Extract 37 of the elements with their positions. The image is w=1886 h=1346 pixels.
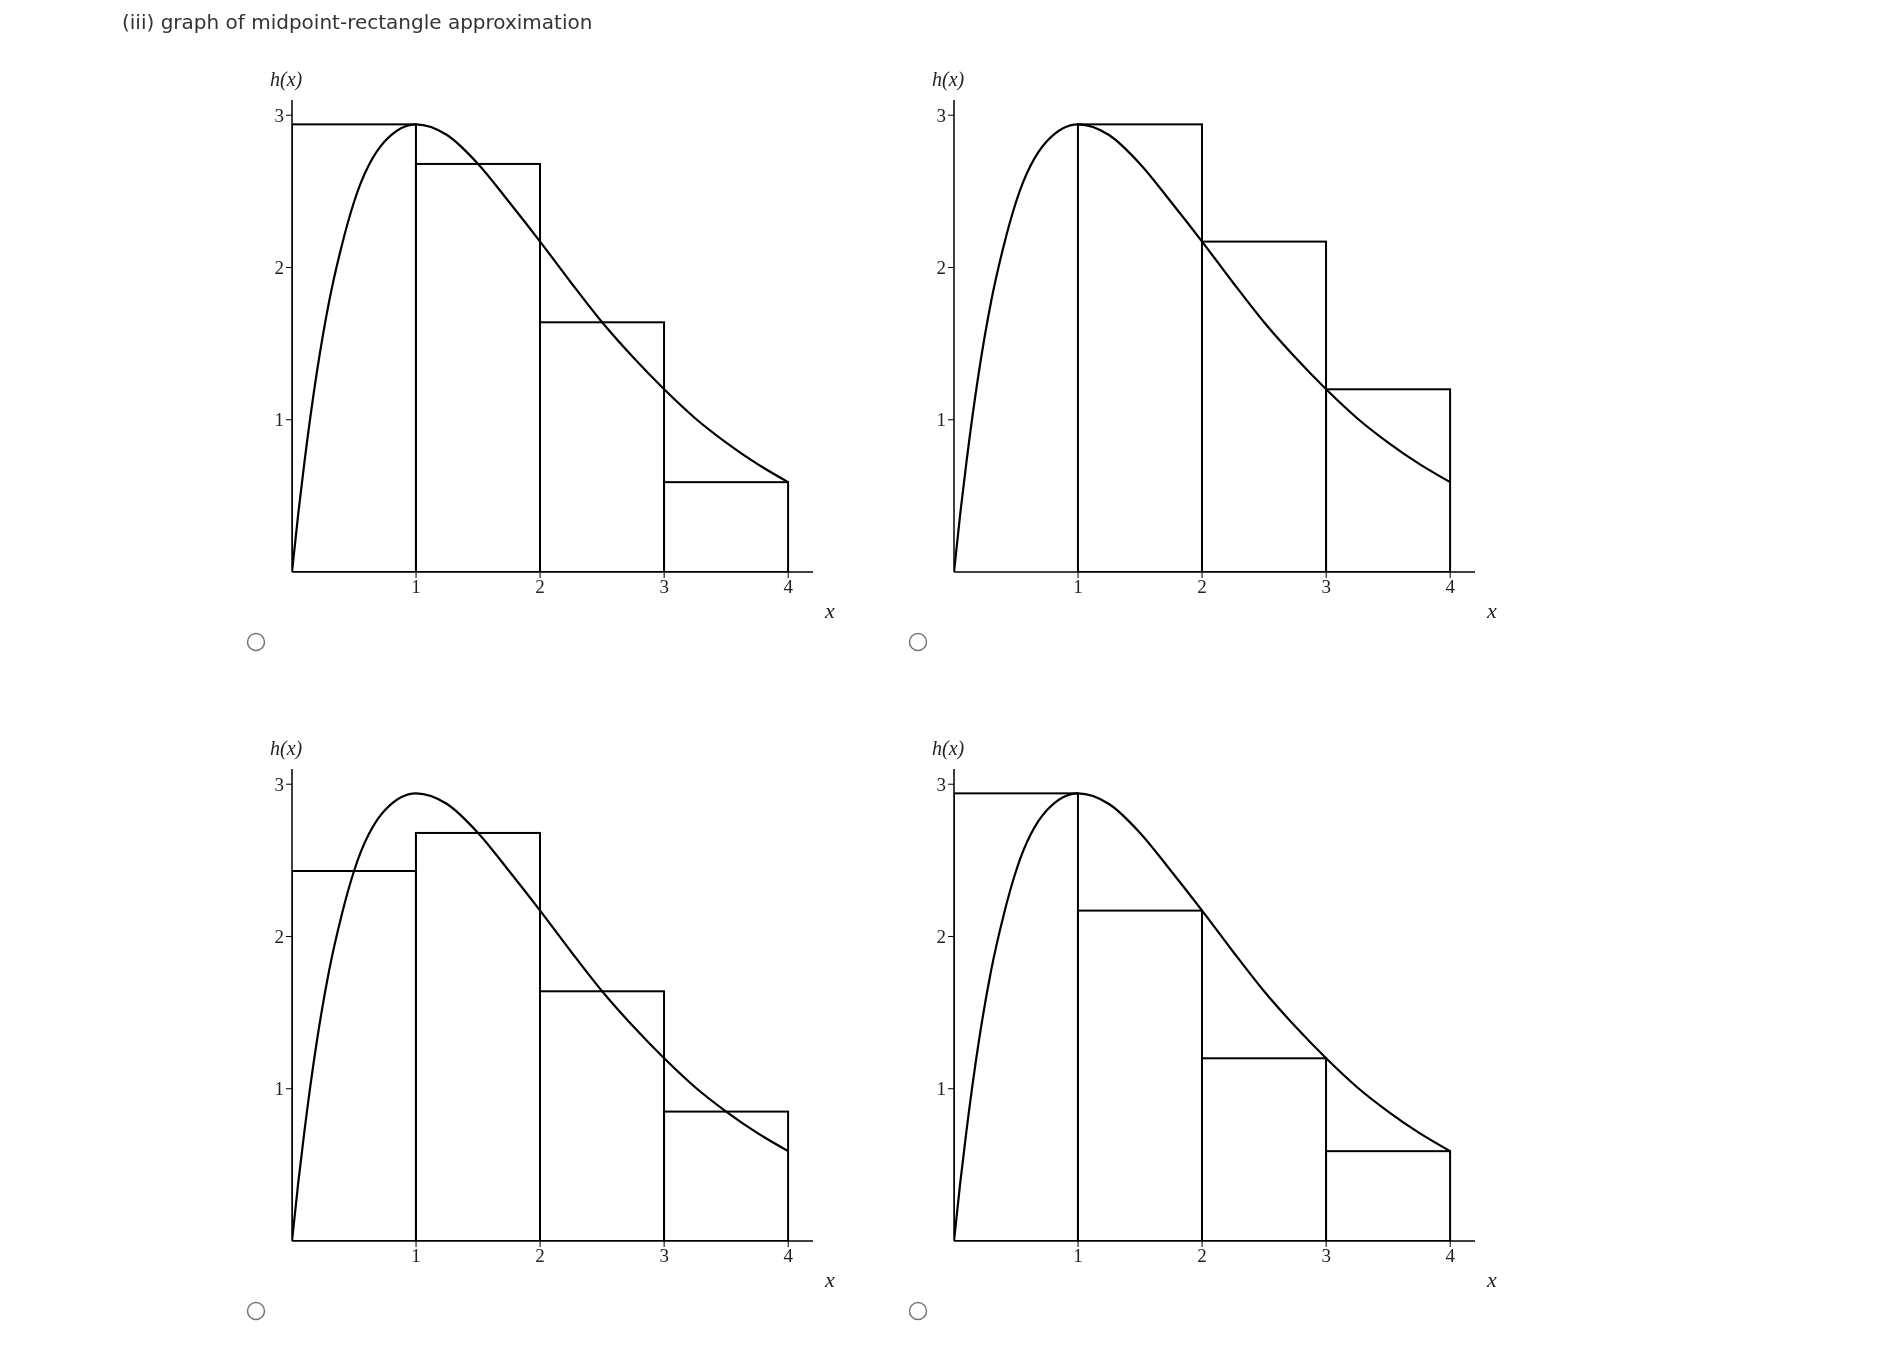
y-tick-label: 3 bbox=[274, 104, 284, 126]
x-tick-label: 1 bbox=[1073, 1245, 1083, 1267]
y-tick-label: 2 bbox=[936, 926, 946, 948]
x-tick-label: 4 bbox=[783, 576, 794, 598]
x-tick-label: 1 bbox=[1073, 576, 1083, 598]
x-tick-label: 1 bbox=[411, 1245, 421, 1267]
x-tick-label: 1 bbox=[411, 576, 421, 598]
y-tick-label: 2 bbox=[936, 257, 946, 279]
x-tick-label: 4 bbox=[783, 1245, 794, 1267]
x-tick-label: 4 bbox=[1445, 576, 1456, 598]
x-tick-label: 2 bbox=[1197, 576, 1207, 598]
x-axis-title: x bbox=[825, 598, 835, 624]
x-tick-label: 4 bbox=[1445, 1245, 1456, 1267]
y-axis-title: h(x) bbox=[270, 68, 303, 91]
y-tick-label: 1 bbox=[936, 1078, 946, 1100]
x-tick-label: 3 bbox=[659, 1245, 669, 1267]
x-tick-label: 2 bbox=[1197, 1245, 1207, 1267]
y-tick-label: 2 bbox=[274, 926, 284, 948]
x-axis-title: x bbox=[825, 1267, 835, 1293]
x-tick-label: 3 bbox=[1321, 1245, 1331, 1267]
y-tick-label: 3 bbox=[936, 773, 946, 795]
x-tick-label: 3 bbox=[659, 576, 669, 598]
y-axis-title: h(x) bbox=[270, 737, 303, 760]
y-tick-label: 3 bbox=[274, 773, 284, 795]
x-tick-label: 2 bbox=[535, 576, 545, 598]
x-tick-label: 3 bbox=[1321, 576, 1331, 598]
x-axis-title: x bbox=[1487, 1267, 1497, 1293]
y-tick-label: 1 bbox=[274, 1078, 284, 1100]
y-axis-title: h(x) bbox=[932, 68, 965, 91]
y-tick-label: 2 bbox=[274, 257, 284, 279]
y-tick-label: 1 bbox=[274, 409, 284, 431]
chart-title: (iii) graph of midpoint-rectangle approximation bbox=[122, 10, 593, 34]
y-tick-label: 3 bbox=[936, 104, 946, 126]
x-tick-label: 2 bbox=[535, 1245, 545, 1267]
x-axis-title: x bbox=[1487, 598, 1497, 624]
y-axis-title: h(x) bbox=[932, 737, 965, 760]
y-tick-label: 1 bbox=[936, 409, 946, 431]
